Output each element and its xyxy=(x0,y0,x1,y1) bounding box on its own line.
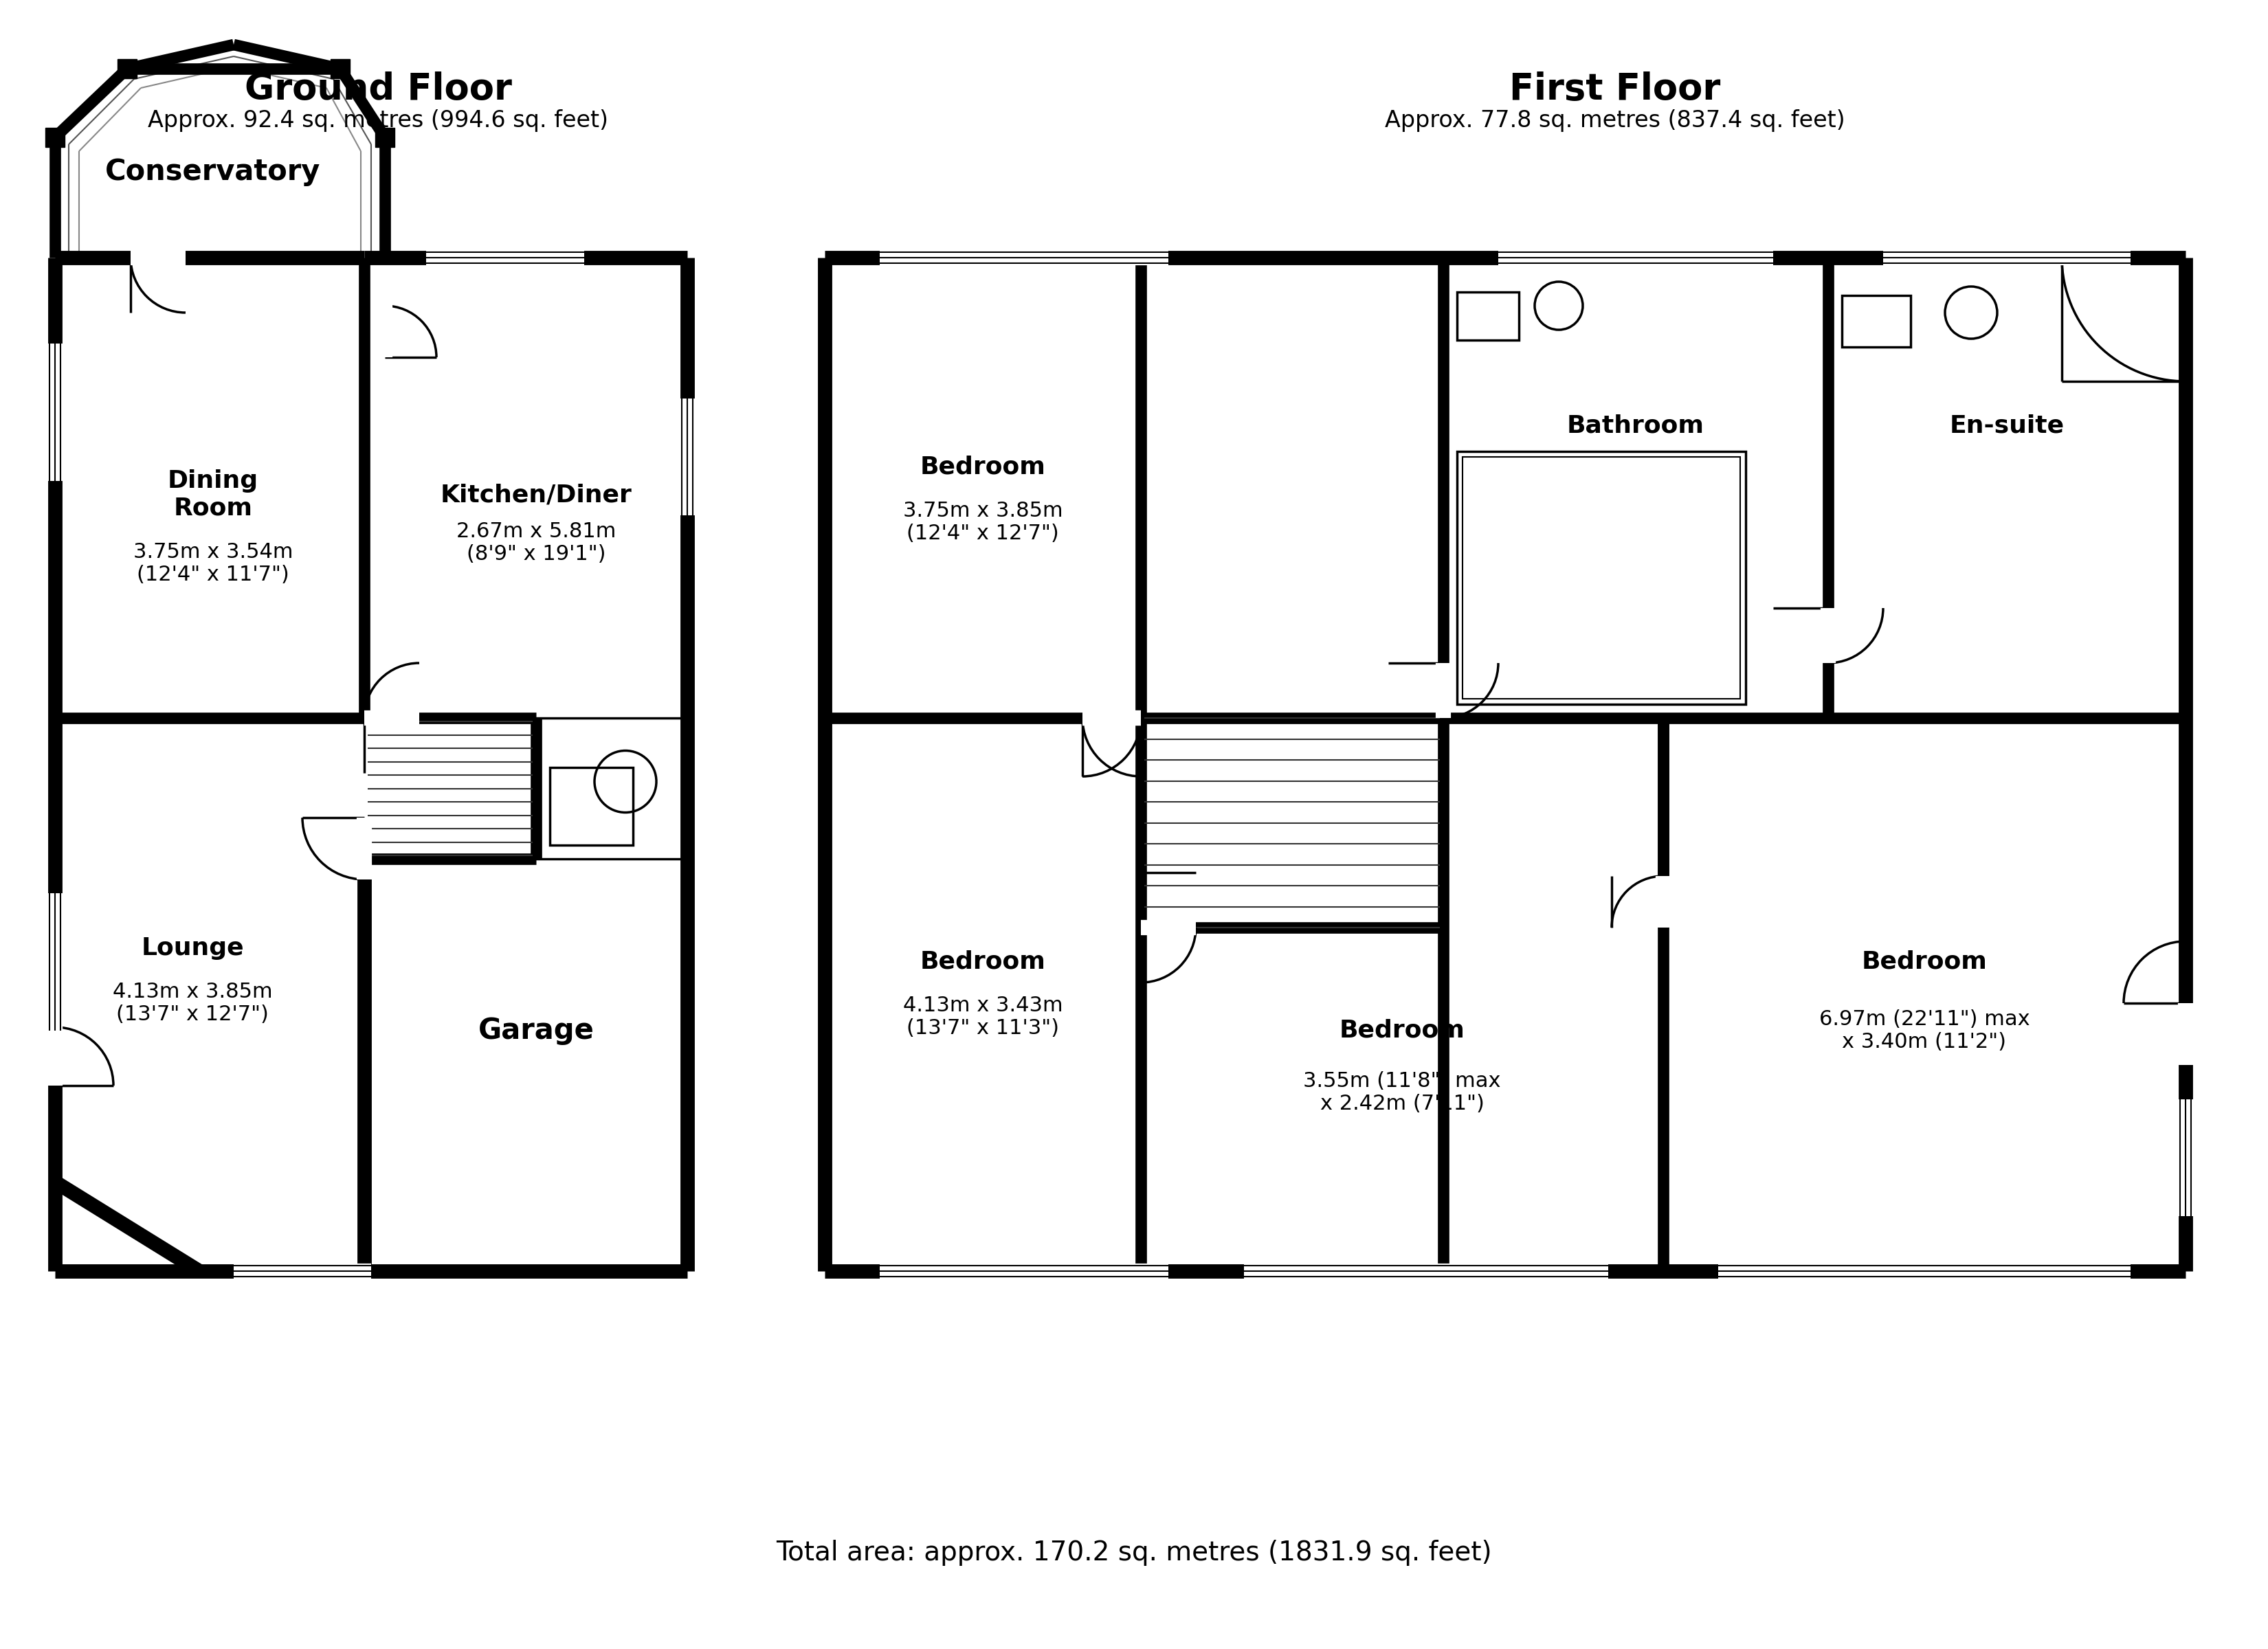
Text: Total area: approx. 170.2 sq. metres (1831.9 sq. feet): Total area: approx. 170.2 sq. metres (18… xyxy=(776,1540,1492,1567)
Bar xyxy=(118,59,136,78)
Text: 3.75m x 3.85m
(12'4" x 12'7"): 3.75m x 3.85m (12'4" x 12'7") xyxy=(903,501,1064,544)
Bar xyxy=(374,127,395,147)
Text: 3.55m (11'8") max
x 2.42m (7'11"): 3.55m (11'8") max x 2.42m (7'11") xyxy=(1304,1070,1501,1115)
Text: Bedroom: Bedroom xyxy=(921,455,1046,478)
Bar xyxy=(535,717,687,859)
Text: Lounge: Lounge xyxy=(141,937,245,960)
Text: Kitchen/Diner: Kitchen/Diner xyxy=(440,483,633,506)
Bar xyxy=(1463,457,1740,699)
Text: Ground Floor: Ground Floor xyxy=(245,71,513,107)
Text: 4.13m x 3.85m
(13'7" x 12'7"): 4.13m x 3.85m (13'7" x 12'7") xyxy=(113,981,272,1024)
Bar xyxy=(1456,292,1520,340)
Text: Conservatory: Conservatory xyxy=(104,157,320,186)
Bar xyxy=(549,768,633,844)
Text: Dining
Room: Dining Room xyxy=(168,470,259,519)
Text: 2.67m x 5.81m
(8'9" x 19'1"): 2.67m x 5.81m (8'9" x 19'1") xyxy=(456,521,617,564)
Bar xyxy=(1456,452,1746,704)
Bar xyxy=(331,59,349,78)
Text: Bathroom: Bathroom xyxy=(1567,414,1706,437)
Bar xyxy=(1842,295,1910,346)
Text: Bedroom: Bedroom xyxy=(1338,1019,1465,1042)
Text: Bedroom: Bedroom xyxy=(1862,950,1987,973)
Text: Approx. 77.8 sq. metres (837.4 sq. feet): Approx. 77.8 sq. metres (837.4 sq. feet) xyxy=(1386,109,1846,132)
Text: Garage: Garage xyxy=(479,1016,594,1045)
Bar xyxy=(45,127,64,147)
Text: Bedroom: Bedroom xyxy=(921,950,1046,973)
Text: 3.75m x 3.54m
(12'4" x 11'7"): 3.75m x 3.54m (12'4" x 11'7") xyxy=(134,543,293,585)
Text: First Floor: First Floor xyxy=(1510,71,1721,107)
Text: Approx. 92.4 sq. metres (994.6 sq. feet): Approx. 92.4 sq. metres (994.6 sq. feet) xyxy=(147,109,608,132)
Text: 6.97m (22'11") max
x 3.40m (11'2"): 6.97m (22'11") max x 3.40m (11'2") xyxy=(1819,1009,2030,1052)
Text: 4.13m x 3.43m
(13'7" x 11'3"): 4.13m x 3.43m (13'7" x 11'3") xyxy=(903,996,1064,1039)
Text: En-suite: En-suite xyxy=(1950,414,2064,437)
